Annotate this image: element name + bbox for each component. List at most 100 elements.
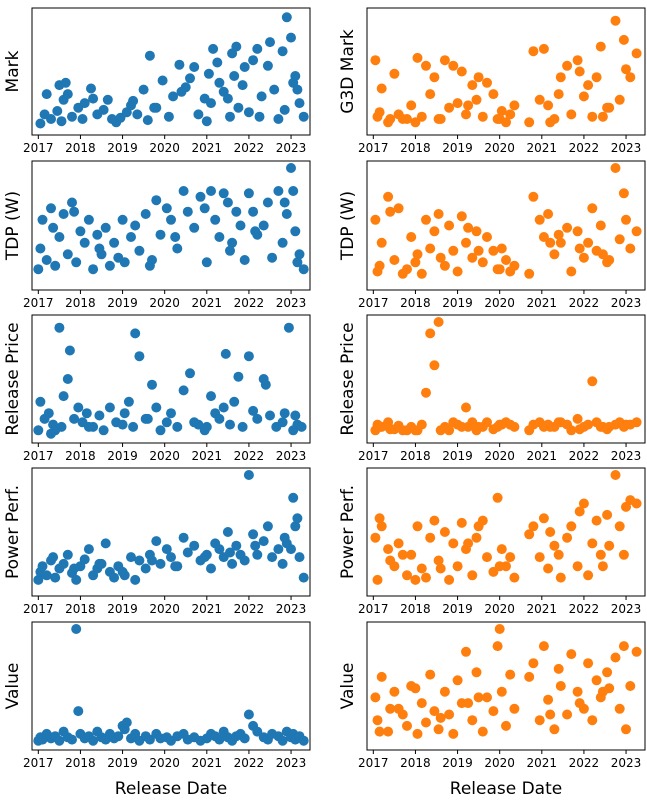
data-point (429, 515, 440, 526)
data-point (155, 558, 166, 569)
data-point (374, 421, 385, 432)
data-point (128, 421, 139, 432)
data-point (252, 726, 263, 737)
data-point (471, 94, 482, 105)
data-point (69, 413, 80, 424)
data-point (435, 425, 446, 436)
data-point (73, 706, 84, 717)
data-point (385, 206, 396, 217)
x-tick-label: 2019 (107, 756, 138, 770)
data-point (60, 77, 71, 88)
data-point (505, 552, 516, 563)
data-point (222, 93, 233, 104)
data-point (524, 117, 535, 128)
data-point (279, 197, 290, 208)
x-tick-label: 2021 (192, 296, 223, 310)
x-tick-label: 2019 (442, 756, 473, 770)
data-point (501, 720, 511, 731)
data-point (587, 376, 598, 387)
x-tick-label: 2019 (107, 602, 138, 616)
data-point (467, 252, 478, 263)
data-point (231, 41, 242, 52)
data-point (494, 264, 505, 275)
data-point (406, 549, 417, 560)
data-point (543, 694, 554, 705)
data-point (294, 552, 305, 563)
data-point (134, 351, 145, 362)
data-point (578, 498, 589, 509)
y-axis-label: Power Perf. (338, 485, 358, 579)
data-point (294, 98, 305, 109)
data-point (602, 509, 613, 520)
data-point (73, 402, 84, 413)
data-point (50, 572, 61, 583)
data-point (210, 214, 221, 225)
data-point (549, 249, 560, 260)
data-point (543, 209, 554, 219)
data-point (421, 572, 431, 583)
data-point (412, 249, 423, 260)
x-tick-label: 2018 (400, 756, 431, 770)
data-point (555, 237, 566, 248)
x-tick-label: 2017 (23, 602, 54, 616)
data-point (185, 368, 195, 379)
data-point (416, 268, 427, 279)
data-point (614, 94, 625, 105)
panel-5-left: 2017 2018 2019 2020 2021 2022 2023 Value Release… (3, 621, 311, 799)
data-point (243, 470, 254, 480)
data-point (416, 563, 427, 574)
data-point (631, 498, 642, 509)
data-point (126, 232, 136, 242)
data-point (33, 264, 44, 275)
data-point (189, 540, 200, 551)
data-point (482, 552, 492, 563)
data-point (429, 360, 440, 371)
data-point (397, 549, 408, 560)
data-point (208, 43, 219, 54)
data-point (279, 408, 290, 419)
data-point (591, 515, 602, 526)
data-point (385, 424, 396, 435)
data-point (583, 237, 594, 248)
data-point (262, 521, 273, 532)
data-point (501, 255, 511, 265)
data-point (444, 425, 455, 436)
data-point (214, 77, 225, 88)
data-point (444, 709, 455, 720)
data-point (372, 574, 383, 585)
data-point (435, 563, 446, 574)
data-point (290, 410, 301, 421)
data-point (189, 62, 200, 72)
x-tick-label: 2022 (234, 296, 265, 310)
data-point (572, 561, 583, 572)
data-point (631, 417, 642, 428)
data-point (265, 410, 275, 421)
data-point (555, 72, 566, 83)
data-point (618, 34, 629, 45)
data-point (235, 220, 246, 231)
data-point (250, 540, 261, 551)
data-point (199, 203, 210, 214)
data-point (147, 255, 157, 265)
data-point (46, 203, 56, 214)
axes-frame (366, 467, 646, 597)
data-point (433, 724, 444, 735)
x-tick-label: 2017 (358, 756, 389, 770)
data-point (631, 226, 642, 237)
data-point (374, 513, 385, 524)
data-point (277, 735, 288, 746)
data-point (151, 402, 162, 413)
data-point (385, 703, 396, 714)
x-tick-label: 2019 (442, 141, 473, 155)
y-axis-label: TDP (W) (3, 191, 23, 261)
data-point (572, 686, 583, 697)
data-point (421, 387, 431, 398)
data-point (71, 624, 82, 634)
data-point (538, 641, 549, 652)
data-point (473, 245, 484, 256)
data-point (182, 206, 193, 217)
x-tick-label: 2017 (23, 449, 54, 463)
data-point (402, 720, 412, 731)
data-point (439, 260, 450, 271)
panel-3-left: 2017 2018 2019 2020 2021 2022 2023 Release Pric… (3, 314, 311, 463)
